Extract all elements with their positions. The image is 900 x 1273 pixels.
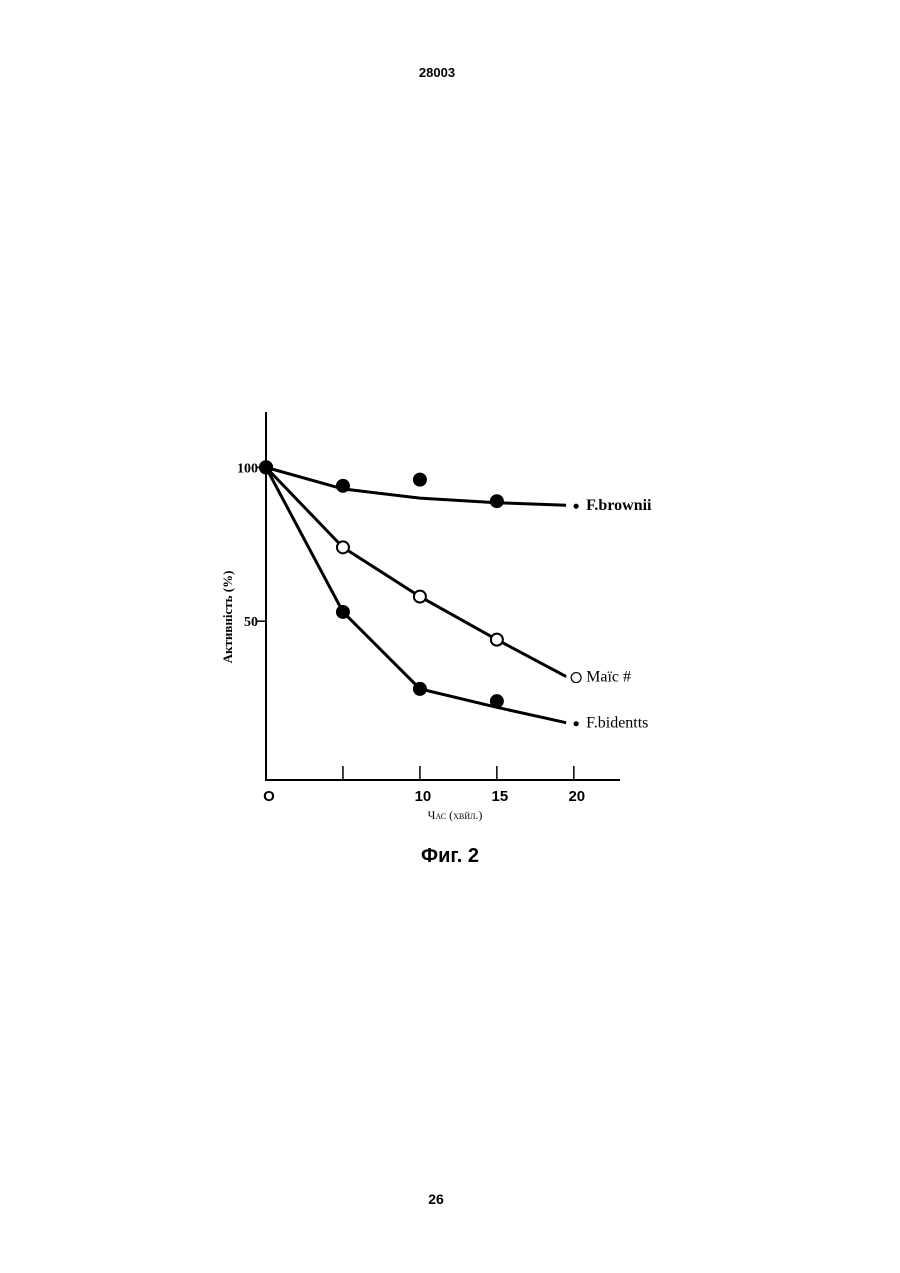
header-number: 28003 (419, 65, 455, 80)
x-axis-label: Час (хвйл.) (428, 808, 483, 822)
data-point (337, 541, 349, 553)
page-number: 26 (428, 1191, 444, 1207)
legend-marker (574, 722, 578, 726)
x-tick-label: O (263, 788, 275, 805)
x-tick-label: 15 (492, 788, 509, 805)
data-point (491, 695, 503, 707)
caption: Фиг. 2 (421, 845, 479, 867)
y-tick-label: 50 (244, 615, 258, 630)
fit-line (266, 467, 566, 505)
series-label: F.brownii (586, 497, 652, 514)
data-point (260, 461, 272, 473)
data-point (491, 634, 503, 646)
data-point (491, 495, 503, 507)
y-axis-label: Активність (%) (220, 571, 235, 664)
series-label: F.bidentts (586, 715, 648, 732)
x-tick-label: 20 (568, 788, 585, 805)
series-label: Маїс # (586, 669, 631, 686)
data-point (414, 591, 426, 603)
data-point (337, 606, 349, 618)
data-point (414, 474, 426, 486)
data-point (337, 480, 349, 492)
page: 28003 Фиг. 2 26 Активність (%) Час (хвйл… (0, 0, 900, 1273)
legend-marker (574, 504, 578, 508)
data-point (414, 683, 426, 695)
x-tick-label: 10 (415, 788, 432, 805)
y-tick-label: 100 (237, 461, 258, 476)
legend-marker (571, 673, 581, 683)
